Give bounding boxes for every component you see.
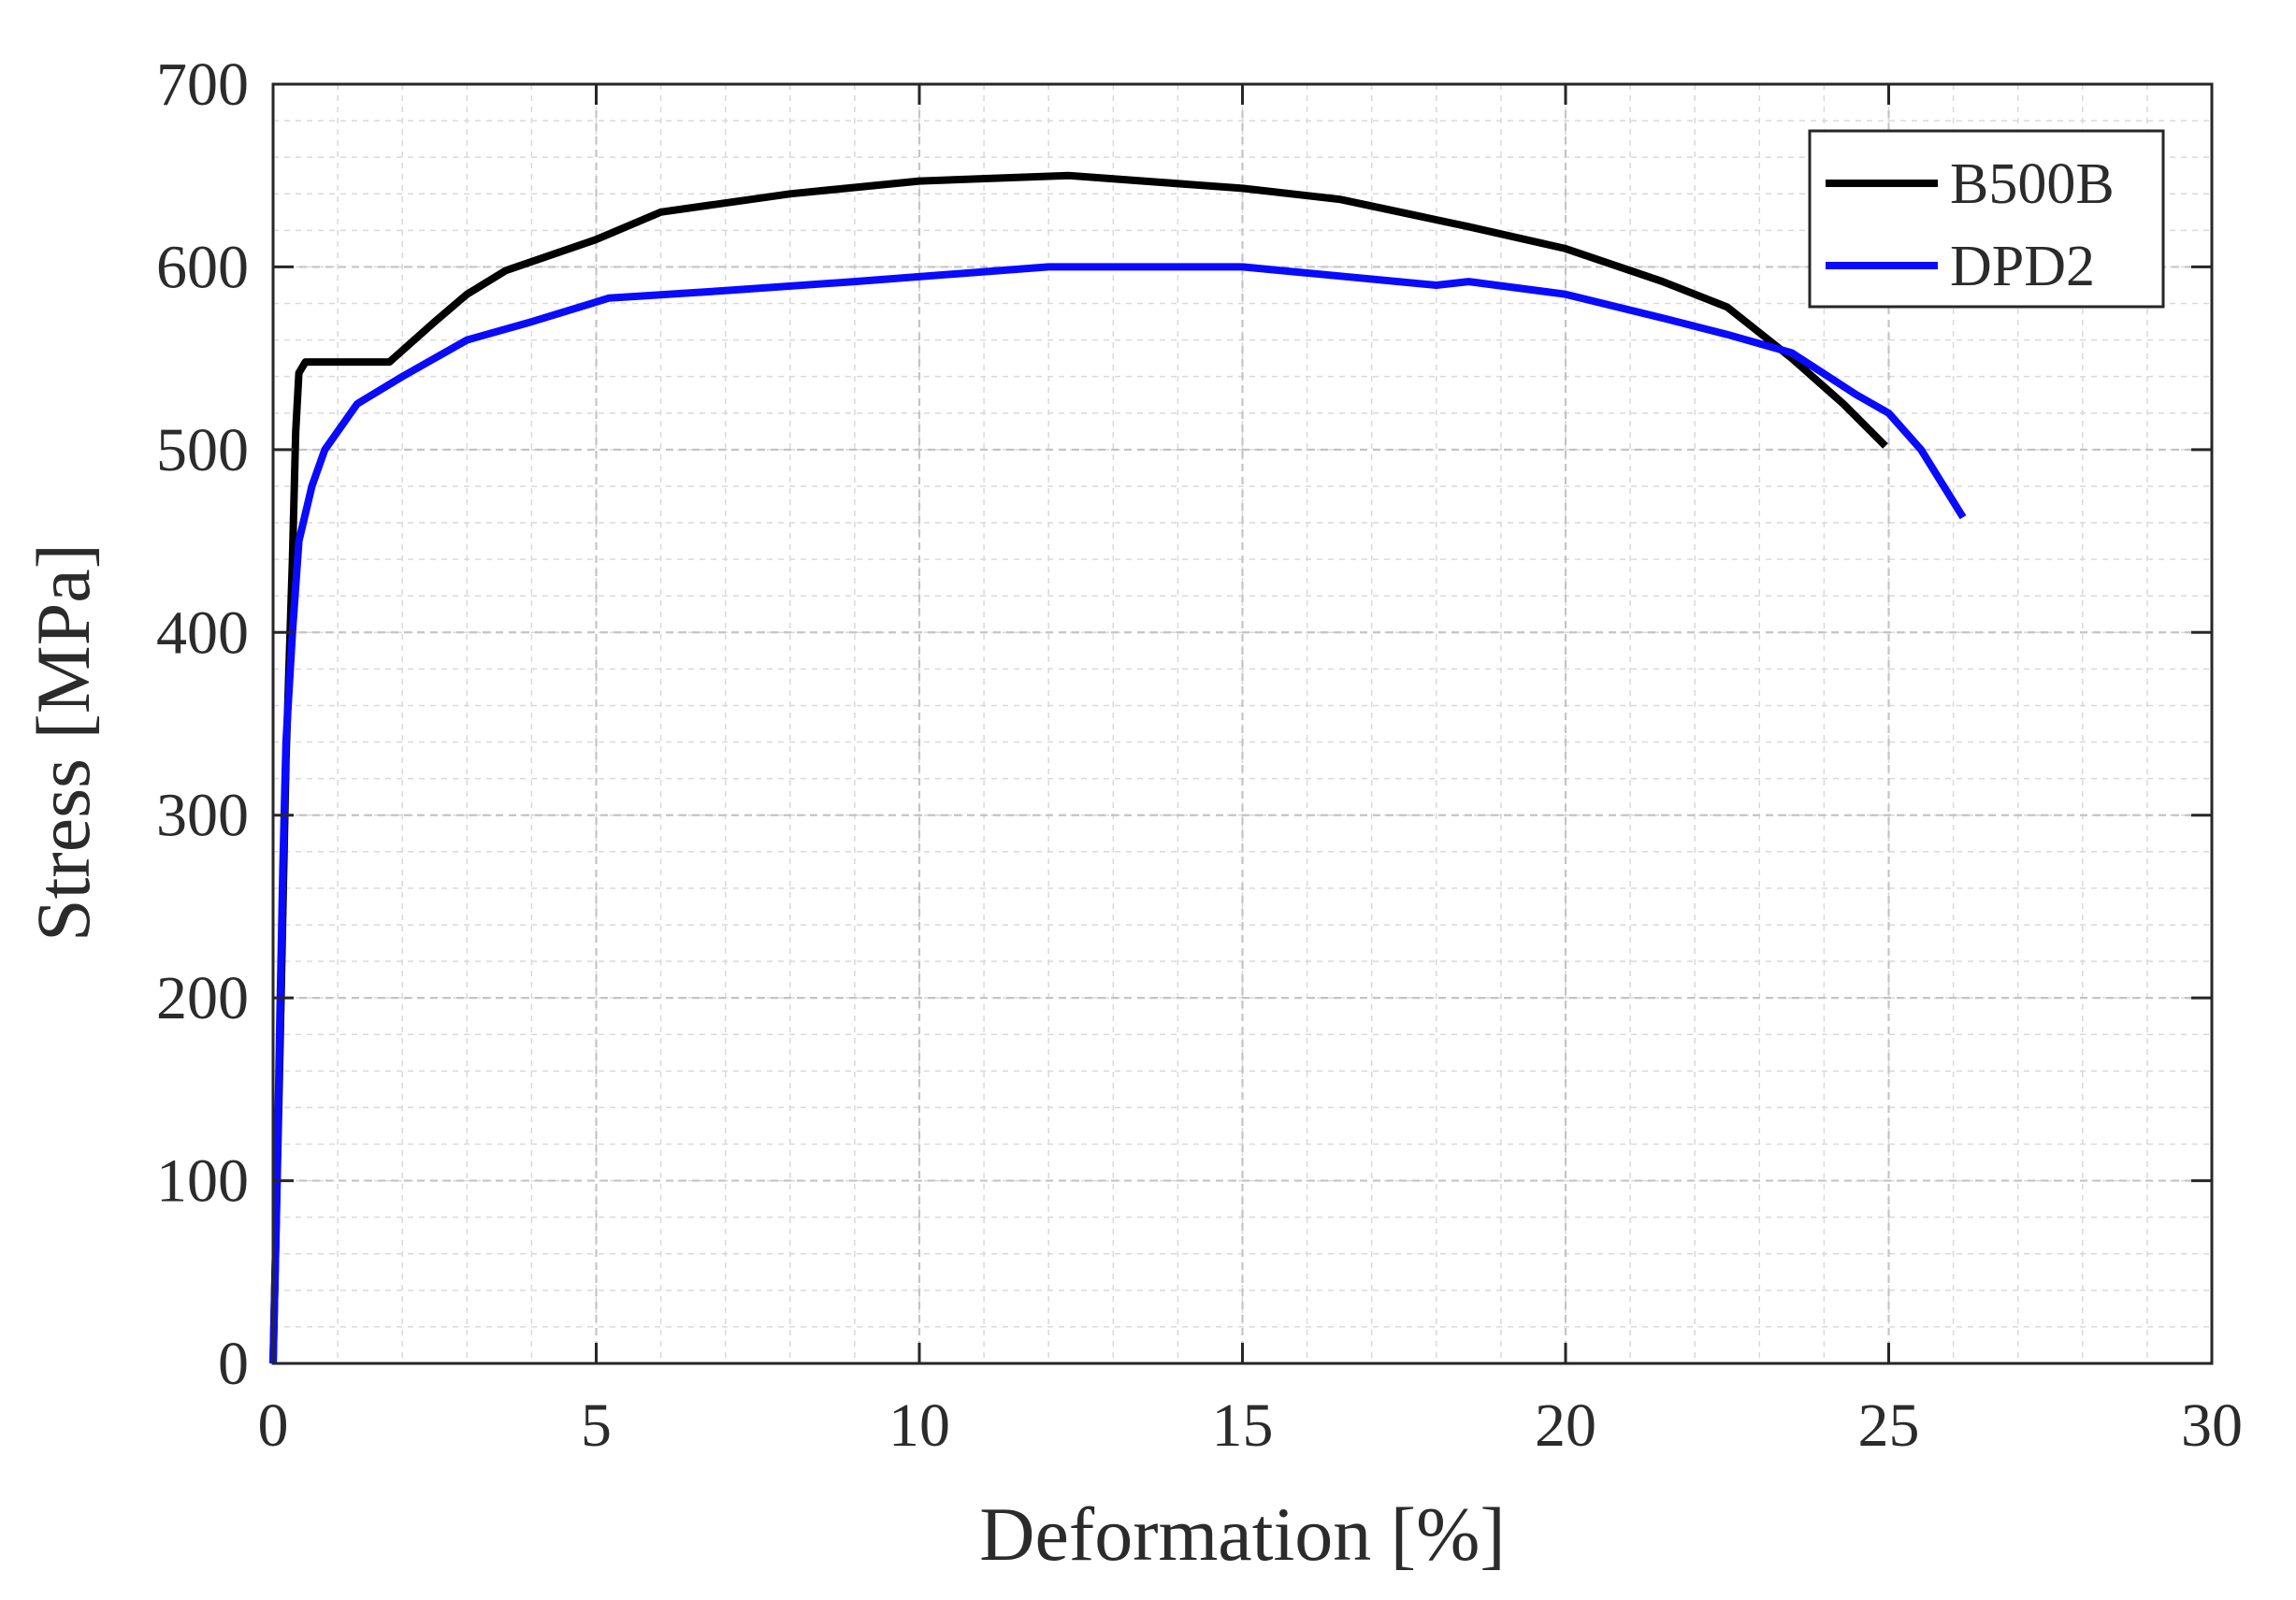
x-tick-label: 20 [1535, 1391, 1596, 1460]
x-tick-label: 15 [1212, 1391, 1274, 1460]
y-tick-label: 400 [156, 598, 249, 667]
legend-box [1808, 129, 2165, 309]
series-line-dpd2 [269, 263, 1967, 1364]
y-tick-label: 100 [156, 1147, 249, 1216]
legend-label-b500b: B500B [1950, 152, 2115, 216]
series-line-b500b [269, 171, 1888, 1364]
legend: B500B DPD2 [1808, 129, 2165, 309]
x-tick-labels: 0 5 10 15 20 25 30 [258, 1391, 2244, 1460]
x-axis-title: Deformation [%] [979, 1492, 1505, 1577]
y-tick-label: 500 [156, 416, 249, 484]
series-layer [269, 171, 1967, 1364]
legend-label-dpd2: DPD2 [1950, 235, 2095, 298]
x-tick-label: 30 [2181, 1391, 2243, 1460]
x-tick-label: 10 [888, 1391, 950, 1460]
x-tick-label: 25 [1858, 1391, 1920, 1460]
y-axis-title: Stress [MPa] [21, 543, 106, 942]
y-tick-label: 200 [156, 964, 249, 1032]
tick-layer [271, 82, 2214, 1365]
x-tick-label: 0 [258, 1391, 289, 1460]
y-tick-label: 0 [218, 1330, 249, 1398]
grid-layer [271, 82, 2214, 1365]
x-tick-label: 5 [581, 1391, 612, 1460]
y-tick-label: 600 [156, 233, 249, 301]
y-tick-label: 700 [156, 50, 249, 119]
y-tick-labels: 0 100 200 300 400 500 600 700 [156, 50, 249, 1398]
y-tick-label: 300 [156, 782, 249, 850]
